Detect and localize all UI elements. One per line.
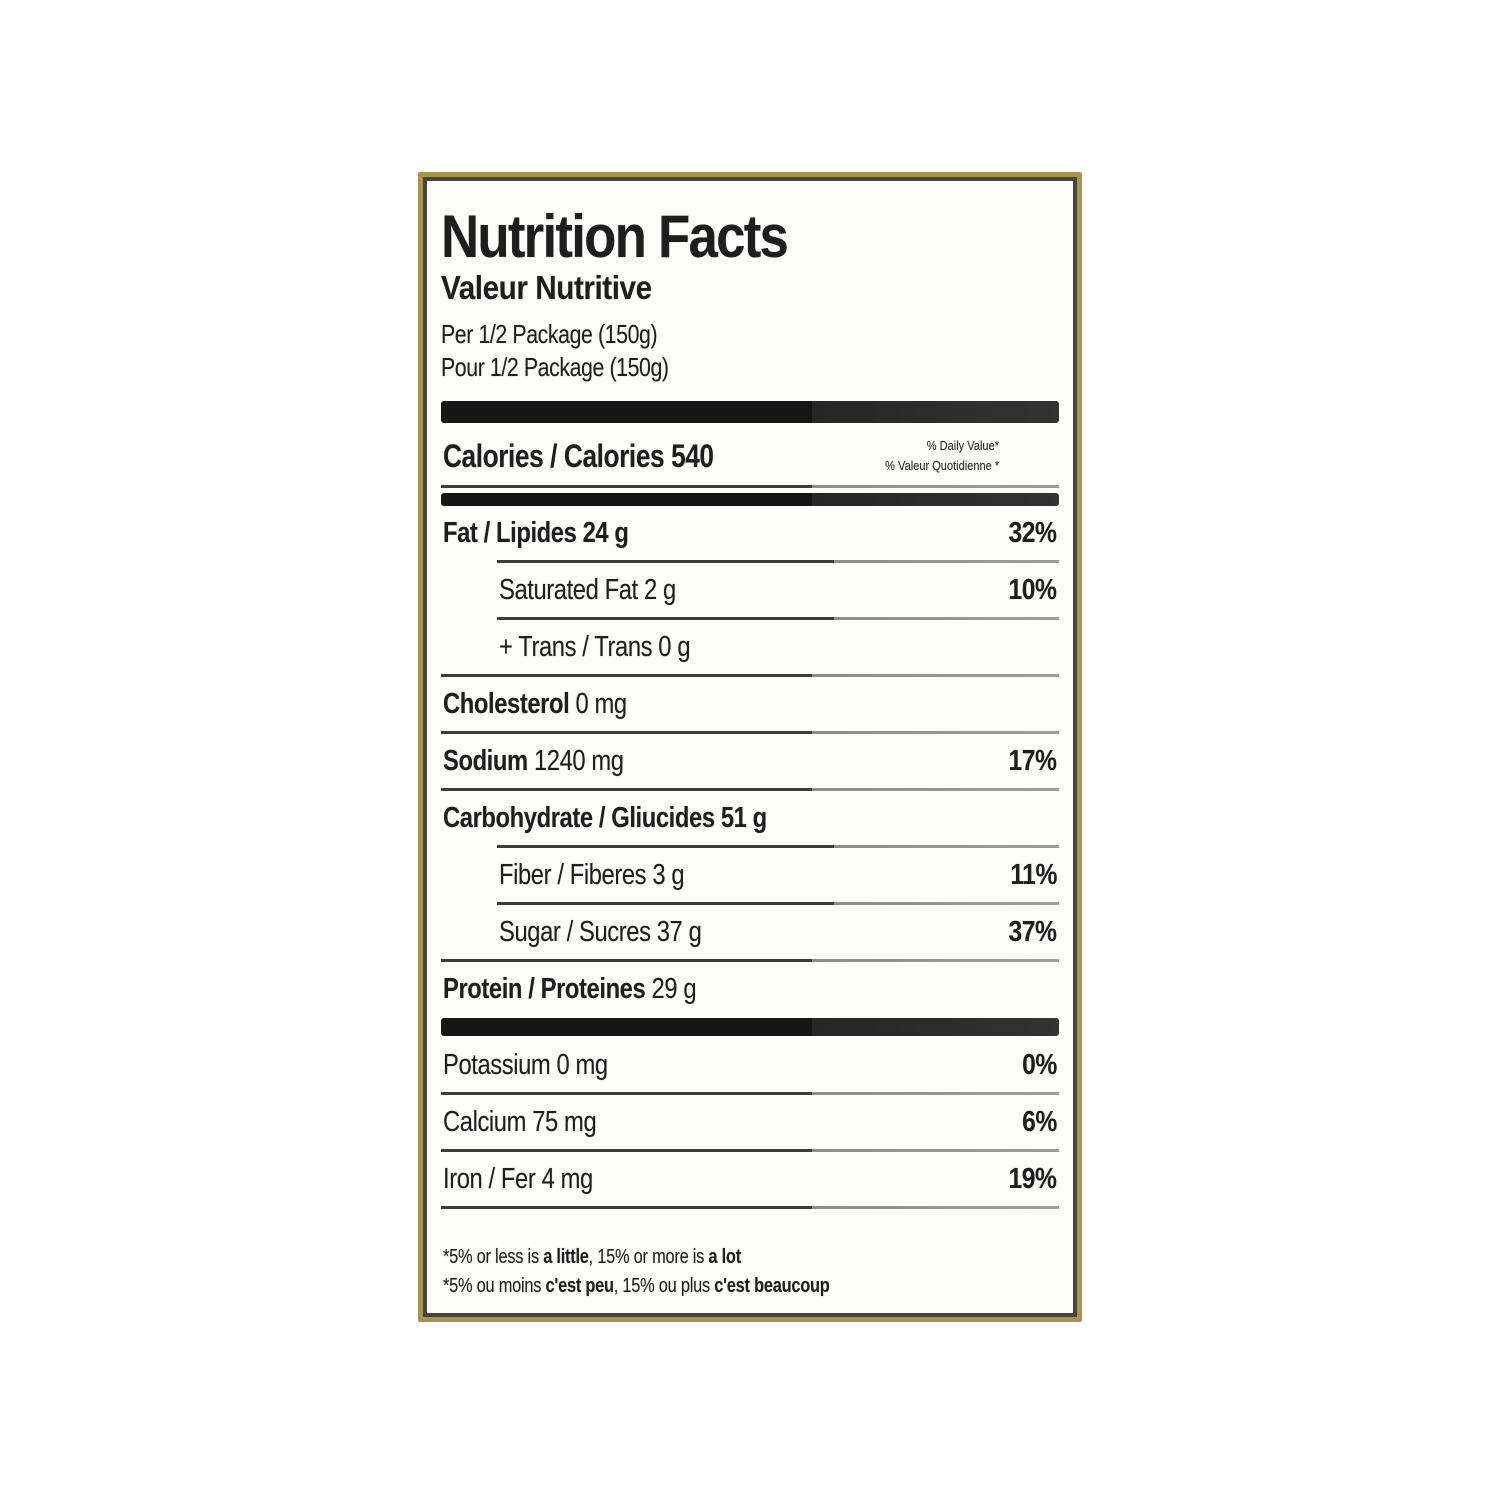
separator-line bbox=[497, 559, 1059, 563]
separator-line bbox=[441, 1205, 1059, 1209]
separator-line bbox=[497, 844, 1059, 848]
separator-line bbox=[441, 484, 1059, 488]
nutrient-row: Sugar / Sucres 37 g 37% bbox=[441, 905, 1059, 959]
nutrient-row: Calcium 75 mg 6% bbox=[441, 1095, 1059, 1149]
daily-value-percent: 17% bbox=[1008, 744, 1057, 777]
nutrition-label: Nutrition Facts Valeur Nutritive Per 1/2… bbox=[418, 172, 1082, 1322]
nutrient-label: Carbohydrate / Gliucides 51 g bbox=[443, 801, 767, 834]
separator-line bbox=[497, 616, 1059, 620]
daily-value-percent: 11% bbox=[1010, 858, 1057, 891]
calories-text: Calories / Calories 540 bbox=[443, 437, 714, 474]
daily-value-percent: 0% bbox=[1022, 1048, 1057, 1081]
nutrient-row: Potassium 0 mg 0% bbox=[441, 1038, 1059, 1092]
daily-value-percent: 6% bbox=[1022, 1105, 1057, 1138]
daily-value-note-fr: % Valeur Quotidienne * bbox=[884, 458, 999, 474]
nutrient-label: Sugar / Sucres 37 g bbox=[499, 915, 702, 948]
nutrient-label: Fat / Lipides 24 g bbox=[443, 516, 629, 549]
daily-value-percent: 32% bbox=[1008, 516, 1057, 549]
daily-value-percent: 37% bbox=[1008, 915, 1057, 948]
calories-row: Calories / Calories 540 % Daily Value* %… bbox=[441, 423, 1059, 484]
nutrient-row: + Trans / Trans 0 g bbox=[441, 620, 1059, 674]
nutrient-label: Iron / Fer 4 mg bbox=[443, 1162, 593, 1195]
nutrient-label: Calcium 75 mg bbox=[443, 1105, 597, 1138]
nutrition-label-panel: Nutrition Facts Valeur Nutritive Per 1/2… bbox=[423, 177, 1077, 1317]
daily-value-percent: 10% bbox=[1008, 573, 1057, 606]
nutrient-row: Iron / Fer 4 mg 19% bbox=[441, 1152, 1059, 1206]
nutrient-row: Fiber / Fiberes 3 g 11% bbox=[441, 848, 1059, 902]
footnote-line-fr: *5% ou moins c'est peu, 15% ou plus c'es… bbox=[443, 1274, 830, 1297]
nutrient-row: Fat / Lipides 24 g 32% bbox=[441, 506, 1059, 560]
nutrient-label: Protein / Proteines 29 g bbox=[443, 972, 697, 1005]
nutrient-rows: Fat / Lipides 24 g 32% Saturated Fat 2 g 10… bbox=[441, 506, 1059, 1209]
separator-bar bbox=[441, 492, 1059, 506]
separator-line bbox=[441, 787, 1059, 791]
separator-bar bbox=[441, 1017, 1059, 1036]
footnote-line-en: *5% or less is a little, 15% or more is … bbox=[443, 1245, 741, 1268]
serving-size-en: Per 1/2 Package (150g) bbox=[441, 318, 658, 349]
separator-bar bbox=[441, 401, 1059, 424]
separator-line bbox=[497, 901, 1059, 905]
nutrient-label: Cholesterol 0 mg bbox=[443, 687, 627, 720]
separator-line bbox=[441, 673, 1059, 677]
nutrient-row: Saturated Fat 2 g 10% bbox=[441, 563, 1059, 617]
separator-line bbox=[441, 958, 1059, 962]
nutrient-label: Sodium 1240 mg bbox=[443, 744, 624, 777]
serving-size-fr: Pour 1/2 Package (150g) bbox=[441, 352, 669, 383]
label-title: Nutrition Facts bbox=[441, 203, 789, 270]
nutrient-label: Fiber / Fiberes 3 g bbox=[499, 858, 685, 891]
label-title-fr: Valeur Nutritive bbox=[441, 269, 652, 306]
daily-value-note-en: % Daily Value* bbox=[926, 438, 999, 454]
daily-value-percent: 19% bbox=[1008, 1162, 1057, 1195]
nutrient-label: + Trans / Trans 0 g bbox=[499, 630, 691, 663]
nutrient-row: Sodium 1240 mg 17% bbox=[441, 734, 1059, 788]
separator-line bbox=[441, 730, 1059, 734]
separator-line bbox=[441, 1148, 1059, 1152]
footnote: *5% or less is a little, 15% or more is … bbox=[441, 1243, 1059, 1301]
nutrient-label: Saturated Fat 2 g bbox=[499, 573, 676, 606]
separator-line bbox=[441, 1091, 1059, 1095]
serving-size-block: Per 1/2 Package (150g) Pour 1/2 Package … bbox=[441, 318, 1059, 386]
nutrient-row: Protein / Proteines 29 g bbox=[441, 962, 1059, 1016]
nutrient-row: Carbohydrate / Gliucides 51 g bbox=[441, 791, 1059, 845]
nutrient-label: Potassium 0 mg bbox=[443, 1048, 608, 1081]
nutrient-row: Cholesterol 0 mg bbox=[441, 677, 1059, 731]
daily-value-note: % Daily Value* % Valeur Quotidienne * bbox=[865, 436, 999, 476]
